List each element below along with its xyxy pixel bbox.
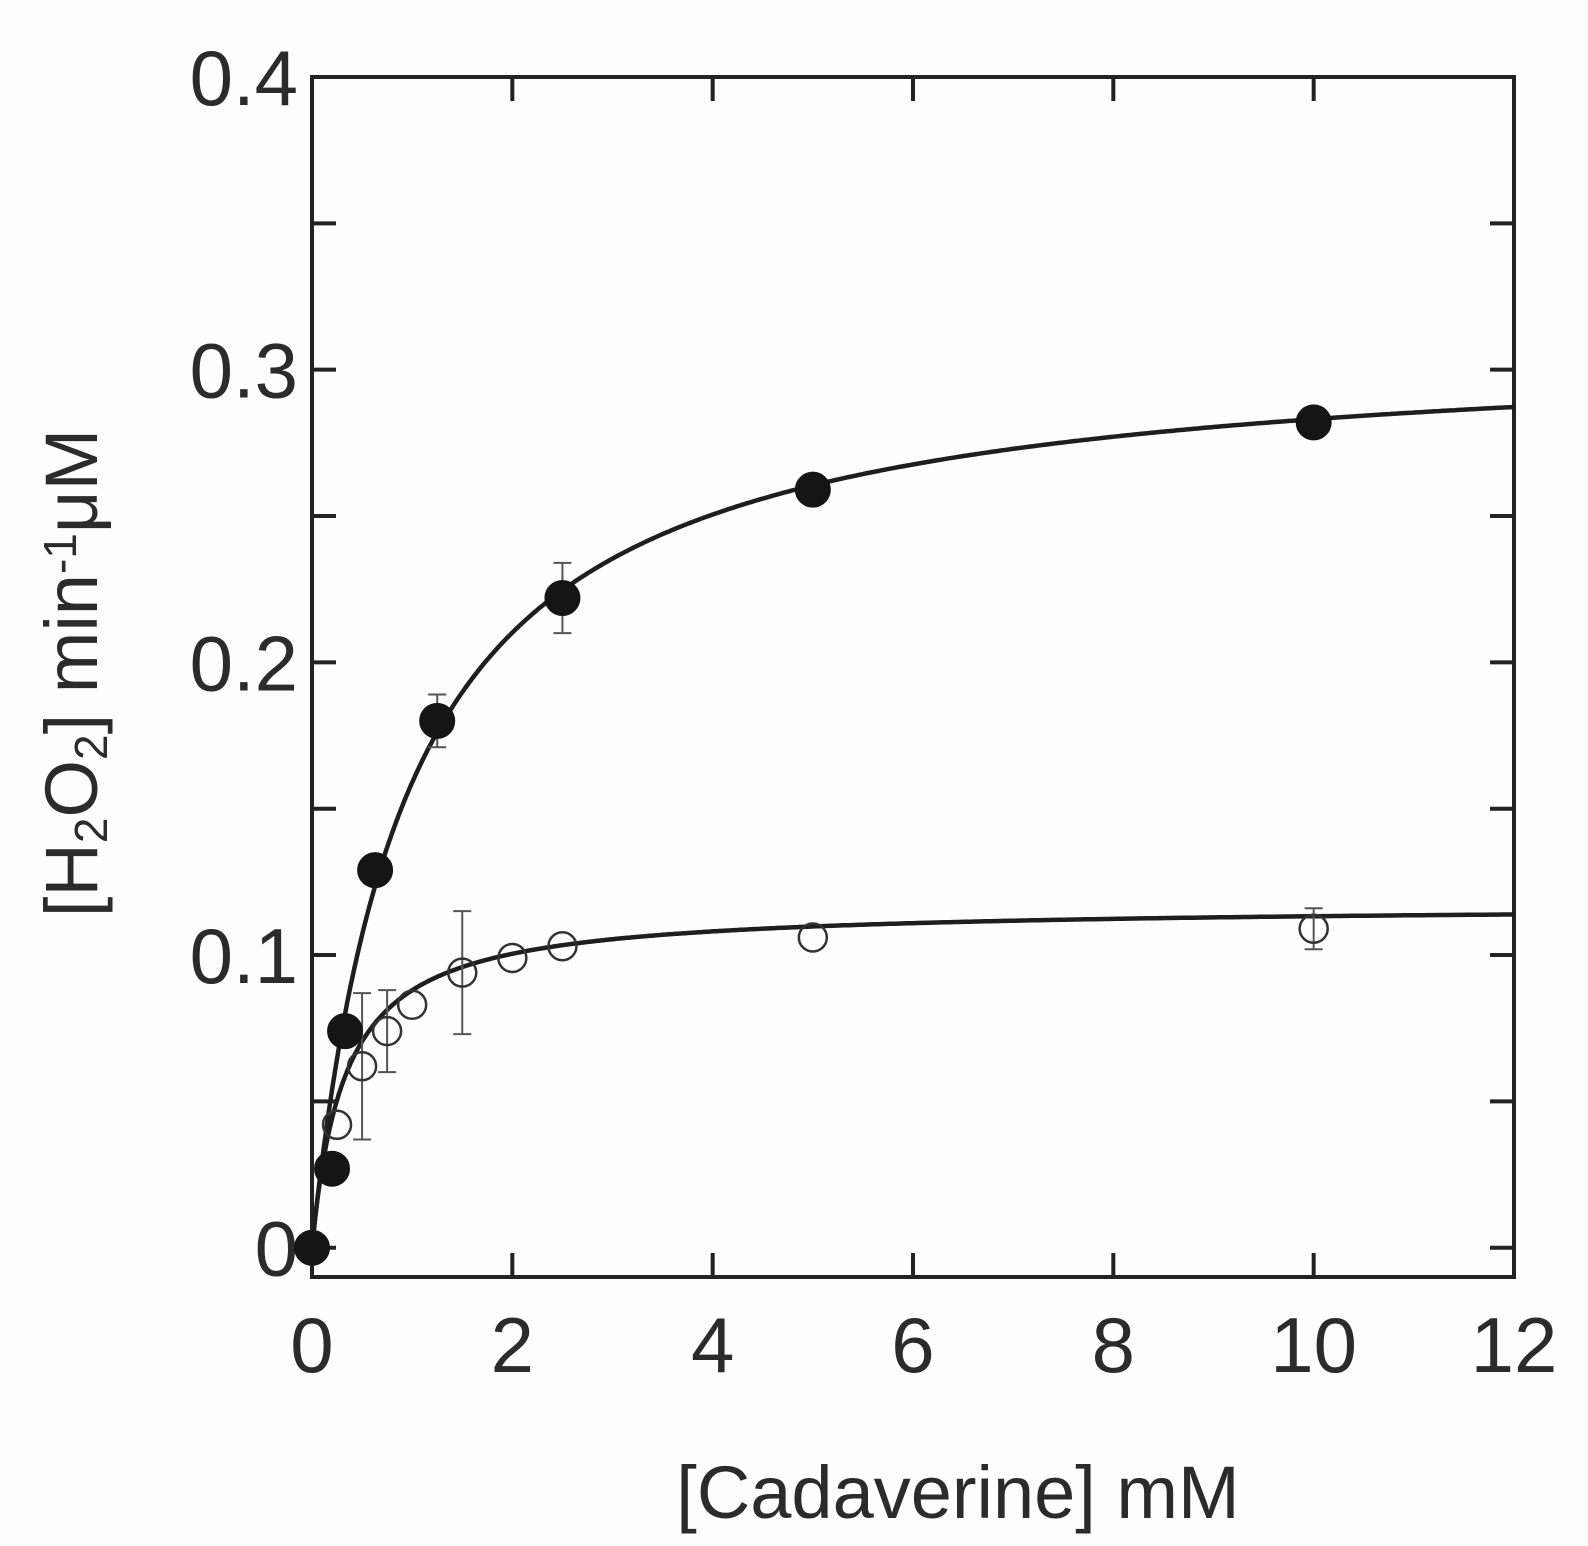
x-tick-label: 6 [891, 1301, 934, 1389]
data-points [294, 404, 1332, 1266]
y-axis-title: [H2O2] min-1μM [30, 429, 117, 917]
y-tick-label: 0 [255, 1205, 298, 1293]
filled-data-point [357, 852, 394, 889]
y-tick-label: 0.3 [190, 327, 298, 415]
x-tick-label: 12 [1471, 1301, 1558, 1389]
y-axis-title-part: 2 [65, 734, 117, 760]
filled-data-point [1295, 404, 1332, 441]
axes: 0 2 4 6 8 10 12 0 0.1 0.2 0.3 0.4 [190, 34, 1558, 1389]
y-tick-label: 0.2 [190, 619, 298, 707]
filled-data-point [327, 1013, 364, 1050]
y-axis-title-part: 2 [65, 818, 117, 844]
x-tick-label: 8 [1092, 1301, 1135, 1389]
x-tick-label: 0 [290, 1301, 333, 1389]
x-tick-label: 2 [491, 1301, 534, 1389]
open-data-point [346, 1051, 378, 1082]
fit-curve-series-2 [309, 912, 1514, 1249]
filled-data-point [314, 1150, 351, 1187]
fit-curve-series-1 [309, 404, 1515, 1249]
open-data-point [447, 957, 478, 988]
fit-curves [309, 404, 1515, 1249]
open-data-point [371, 1015, 403, 1047]
plot-frame [310, 75, 1516, 1279]
open-data-point [797, 922, 829, 953]
y-axis-title-part: ] min [30, 574, 113, 734]
x-axis-title: [Cadaverine] mM [676, 1451, 1239, 1534]
open-data-point [1298, 913, 1329, 944]
open-data-point [321, 1109, 353, 1141]
open-data-point [497, 942, 528, 974]
x-tick-label: 10 [1270, 1301, 1357, 1389]
filled-data-point [294, 1229, 330, 1266]
filled-data-point [794, 471, 831, 508]
filled-data-point [419, 702, 456, 739]
y-axis-title-part: -1 [34, 533, 86, 574]
y-axis-title-part: [H [30, 843, 113, 917]
x-tick-label: 4 [691, 1301, 734, 1389]
y-tick-label: 0.1 [190, 912, 298, 1000]
y-tick-label: 0.4 [190, 34, 298, 122]
filled-data-point [544, 579, 581, 616]
y-axis-title-part: μM [30, 429, 113, 533]
y-axis-title-part: O [30, 760, 113, 818]
open-data-point [547, 931, 578, 962]
open-data-point [396, 989, 428, 1021]
